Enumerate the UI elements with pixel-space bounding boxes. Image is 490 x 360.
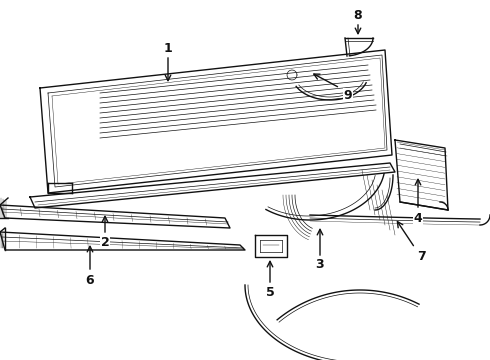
Text: 3: 3 (316, 258, 324, 271)
Text: 5: 5 (266, 287, 274, 300)
Text: 4: 4 (414, 212, 422, 225)
Text: 7: 7 (417, 249, 426, 262)
Text: 9: 9 (343, 89, 352, 102)
Text: 8: 8 (354, 9, 362, 22)
Text: 2: 2 (100, 235, 109, 248)
Text: 6: 6 (86, 274, 94, 287)
Text: 1: 1 (164, 41, 172, 54)
